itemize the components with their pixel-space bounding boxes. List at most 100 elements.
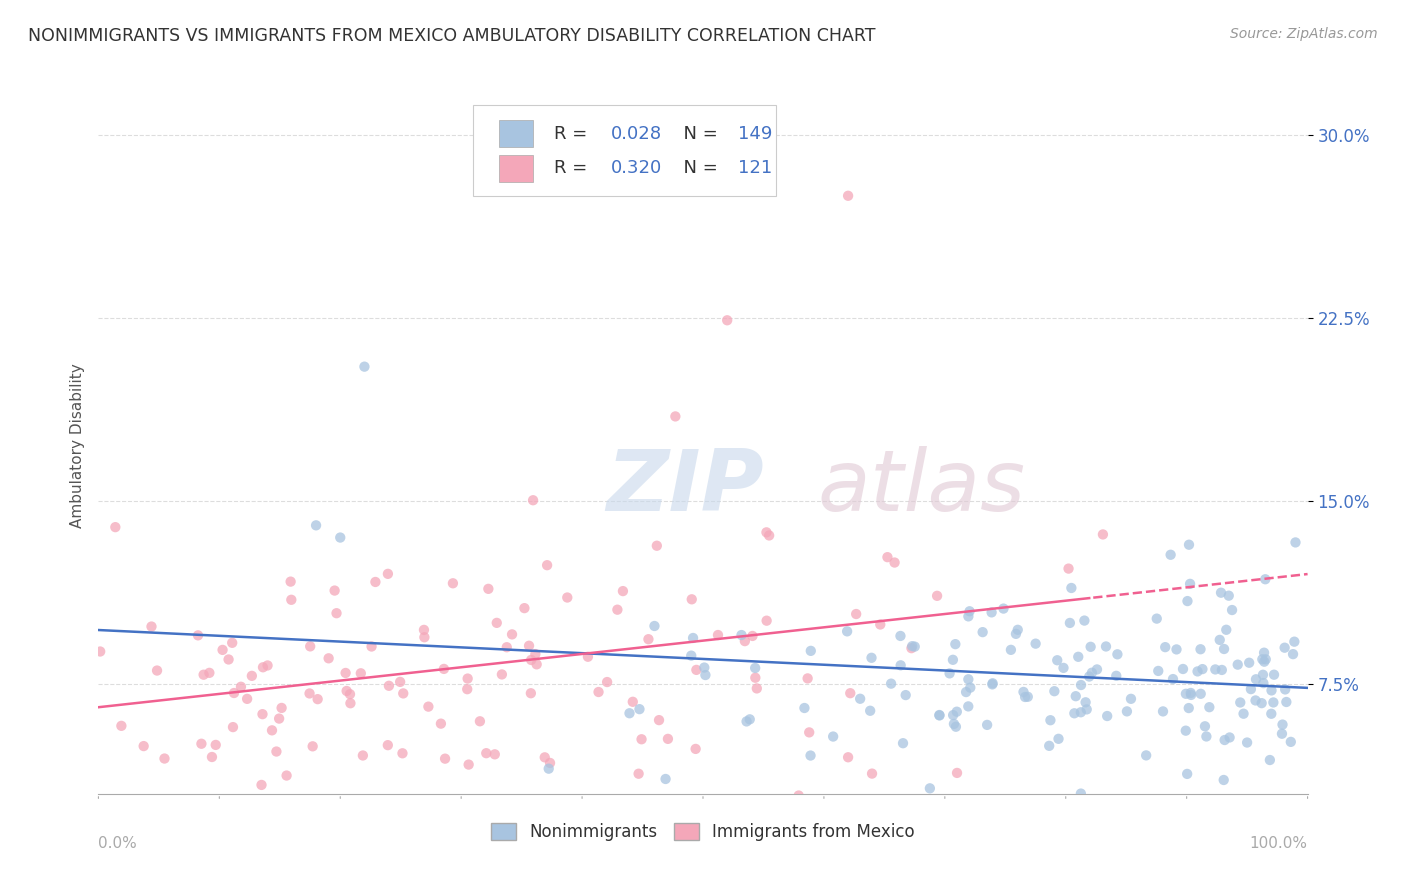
Point: [1073, 614, 1095, 628]
Point: [957, 609, 980, 624]
Point: [664, 409, 686, 424]
Point: [1057, 561, 1080, 575]
Point: [307, 692, 329, 706]
Point: [1226, 657, 1249, 672]
Point: [522, 493, 544, 508]
Point: [1254, 572, 1277, 586]
Point: [904, 640, 927, 654]
Point: [389, 674, 412, 689]
Point: [266, 745, 288, 759]
Point: [1219, 731, 1241, 745]
Point: [744, 661, 766, 675]
Point: [269, 712, 291, 726]
Point: [468, 714, 491, 729]
Point: [221, 636, 243, 650]
Point: [693, 660, 716, 674]
Point: [681, 648, 703, 663]
Point: [1209, 632, 1232, 647]
Point: [1154, 640, 1177, 654]
Point: [685, 742, 707, 756]
Point: [204, 738, 226, 752]
Point: [1160, 548, 1182, 562]
Point: [1107, 648, 1129, 662]
Point: [1178, 538, 1201, 552]
Point: [457, 672, 479, 686]
Point: [942, 717, 965, 731]
Point: [1178, 577, 1201, 591]
Point: [849, 691, 872, 706]
Point: [946, 705, 969, 719]
Point: [938, 666, 960, 681]
Point: [1253, 646, 1275, 660]
Point: [250, 778, 273, 792]
Point: [596, 675, 619, 690]
Point: [928, 708, 950, 723]
Point: [837, 188, 859, 202]
Point: [187, 628, 209, 642]
Point: [1174, 687, 1197, 701]
Point: [981, 677, 1004, 691]
Point: [734, 634, 756, 648]
Point: [1279, 735, 1302, 749]
Point: [588, 685, 610, 699]
Point: [1039, 713, 1062, 727]
Point: [413, 630, 436, 644]
Point: [1275, 695, 1298, 709]
Point: [900, 641, 922, 656]
Point: [1229, 696, 1251, 710]
Point: [1052, 661, 1074, 675]
Point: [491, 667, 513, 681]
Point: [860, 650, 883, 665]
Point: [859, 704, 882, 718]
Point: [391, 746, 413, 760]
FancyBboxPatch shape: [499, 155, 533, 182]
Point: [1095, 709, 1118, 723]
Point: [876, 550, 898, 565]
Point: [1000, 643, 1022, 657]
Point: [630, 732, 652, 747]
Point: [1195, 730, 1218, 744]
Point: [1063, 706, 1085, 721]
Point: [1014, 690, 1036, 704]
Point: [837, 624, 859, 639]
Point: [730, 628, 752, 642]
Point: [325, 606, 347, 620]
Point: [955, 685, 977, 699]
Point: [520, 686, 543, 700]
Point: [1095, 640, 1118, 654]
Point: [1237, 656, 1260, 670]
Point: [1091, 527, 1114, 541]
Point: [1284, 535, 1306, 549]
Legend: Nonimmigrants, Immigrants from Mexico: Nonimmigrants, Immigrants from Mexico: [484, 817, 922, 848]
Point: [323, 583, 346, 598]
Point: [1191, 662, 1213, 676]
Point: [104, 520, 127, 534]
Point: [1189, 687, 1212, 701]
Point: [928, 708, 950, 723]
Text: N =: N =: [672, 125, 723, 143]
Point: [1263, 667, 1285, 681]
Point: [240, 669, 263, 683]
Point: [513, 601, 536, 615]
Point: [222, 686, 245, 700]
Point: [1025, 637, 1047, 651]
Point: [526, 657, 548, 672]
Point: [755, 525, 778, 540]
Point: [1074, 695, 1097, 709]
Point: [377, 738, 399, 752]
Point: [517, 639, 540, 653]
Point: [1081, 665, 1104, 680]
Point: [657, 731, 679, 746]
Point: [799, 725, 821, 739]
Point: [536, 558, 558, 573]
Point: [755, 614, 778, 628]
Point: [280, 592, 302, 607]
Point: [1220, 603, 1243, 617]
Point: [339, 687, 361, 701]
Point: [1076, 702, 1098, 716]
Point: [89, 644, 111, 658]
Point: [889, 629, 911, 643]
Point: [260, 723, 283, 738]
Point: [1189, 642, 1212, 657]
Point: [946, 766, 969, 780]
